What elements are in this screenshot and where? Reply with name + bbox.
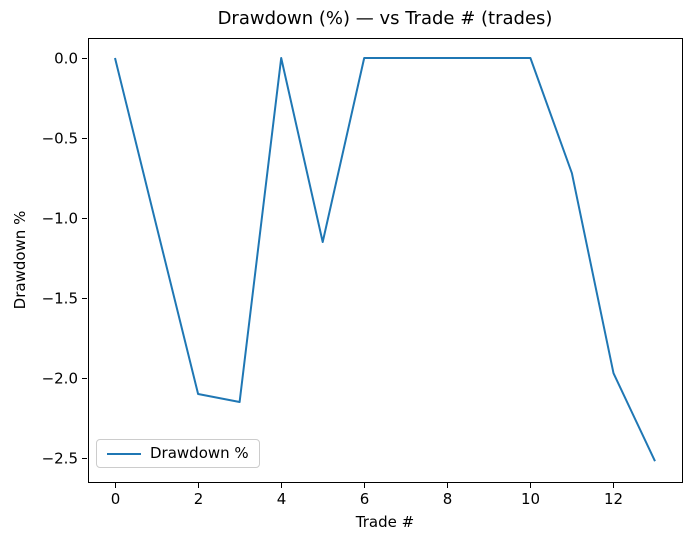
x-tick-label: 4 — [277, 490, 287, 508]
legend: Drawdown % — [96, 439, 260, 468]
x-tick-label: 2 — [194, 490, 204, 508]
axes-spines — [88, 38, 683, 483]
y-tick-label: 0.0 — [54, 50, 78, 68]
y-tick-label: −1.0 — [42, 210, 78, 228]
x-tick-label: 6 — [360, 490, 370, 508]
x-axis-label: Trade # — [355, 513, 415, 531]
x-tick-label: 0 — [111, 490, 121, 508]
series-line-drawdown — [114, 57, 656, 462]
x-tick-label: 8 — [443, 490, 453, 508]
y-tick-label: −0.5 — [42, 130, 78, 148]
chart-title: Drawdown (%) — vs Trade # (trades) — [217, 8, 553, 29]
x-tick-label: 10 — [521, 490, 540, 508]
legend-line-sample — [107, 452, 141, 455]
y-axis-label: Drawdown % — [11, 210, 29, 310]
y-tick-label: −2.0 — [42, 370, 78, 388]
legend-label: Drawdown % — [150, 444, 249, 462]
y-tick-label: −1.5 — [42, 290, 78, 308]
x-tick-label: 12 — [604, 490, 623, 508]
y-tick-label: −2.5 — [42, 450, 78, 468]
